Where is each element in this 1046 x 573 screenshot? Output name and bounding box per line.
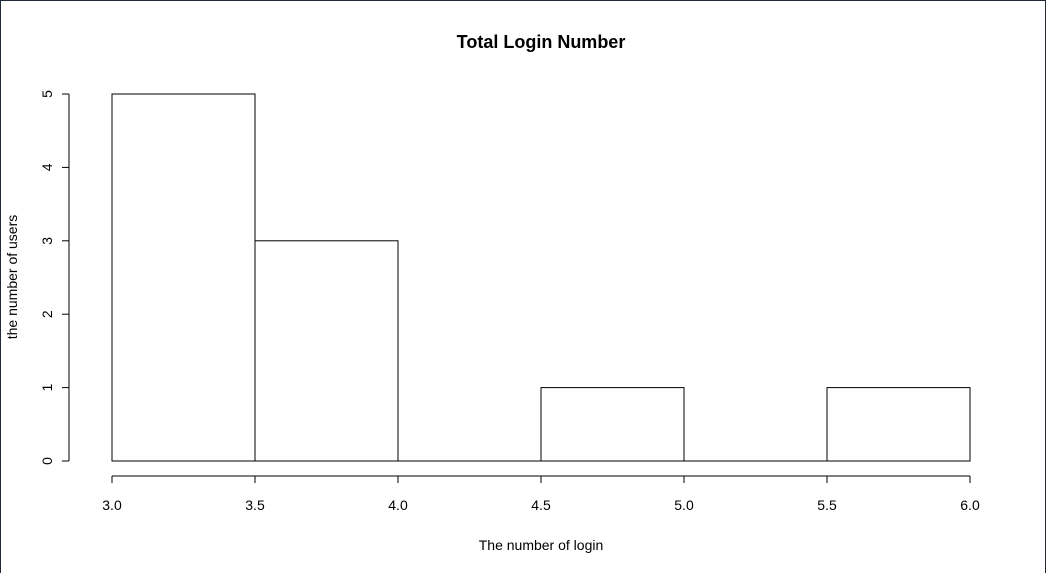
x-tick-label: 3.5: [245, 497, 265, 513]
y-axis-label: the number of users: [4, 215, 20, 340]
y-tick-label: 4: [39, 163, 55, 171]
histogram-bar-3: [540, 387, 685, 462]
x-axis-label: The number of login: [479, 537, 604, 553]
y-tick-label: 5: [39, 90, 55, 98]
x-tick-label: 4.5: [531, 497, 551, 513]
x-axis: 3.0 3.5 4.0 4.5 5.0 5.5 6.0: [102, 475, 980, 513]
x-tick-label: 4.0: [388, 497, 408, 513]
histogram-bar-5: [826, 387, 971, 462]
y-tick-label: 2: [39, 310, 55, 318]
x-tick-label: 5.5: [817, 497, 837, 513]
chart-title: Total Login Number: [457, 32, 626, 52]
y-tick-label: 3: [39, 237, 55, 245]
histogram-bar-0: [111, 93, 256, 462]
x-tick-label: 6.0: [960, 497, 980, 513]
x-tick-label: 3.0: [102, 497, 122, 513]
y-tick-label: 0: [39, 457, 55, 465]
x-tick-label: 5.0: [674, 497, 694, 513]
y-axis: 0 1 2 3 4 5: [39, 90, 70, 465]
histogram-bar-1: [254, 240, 399, 462]
y-tick-label: 1: [39, 383, 55, 391]
bars-group: [111, 93, 971, 462]
